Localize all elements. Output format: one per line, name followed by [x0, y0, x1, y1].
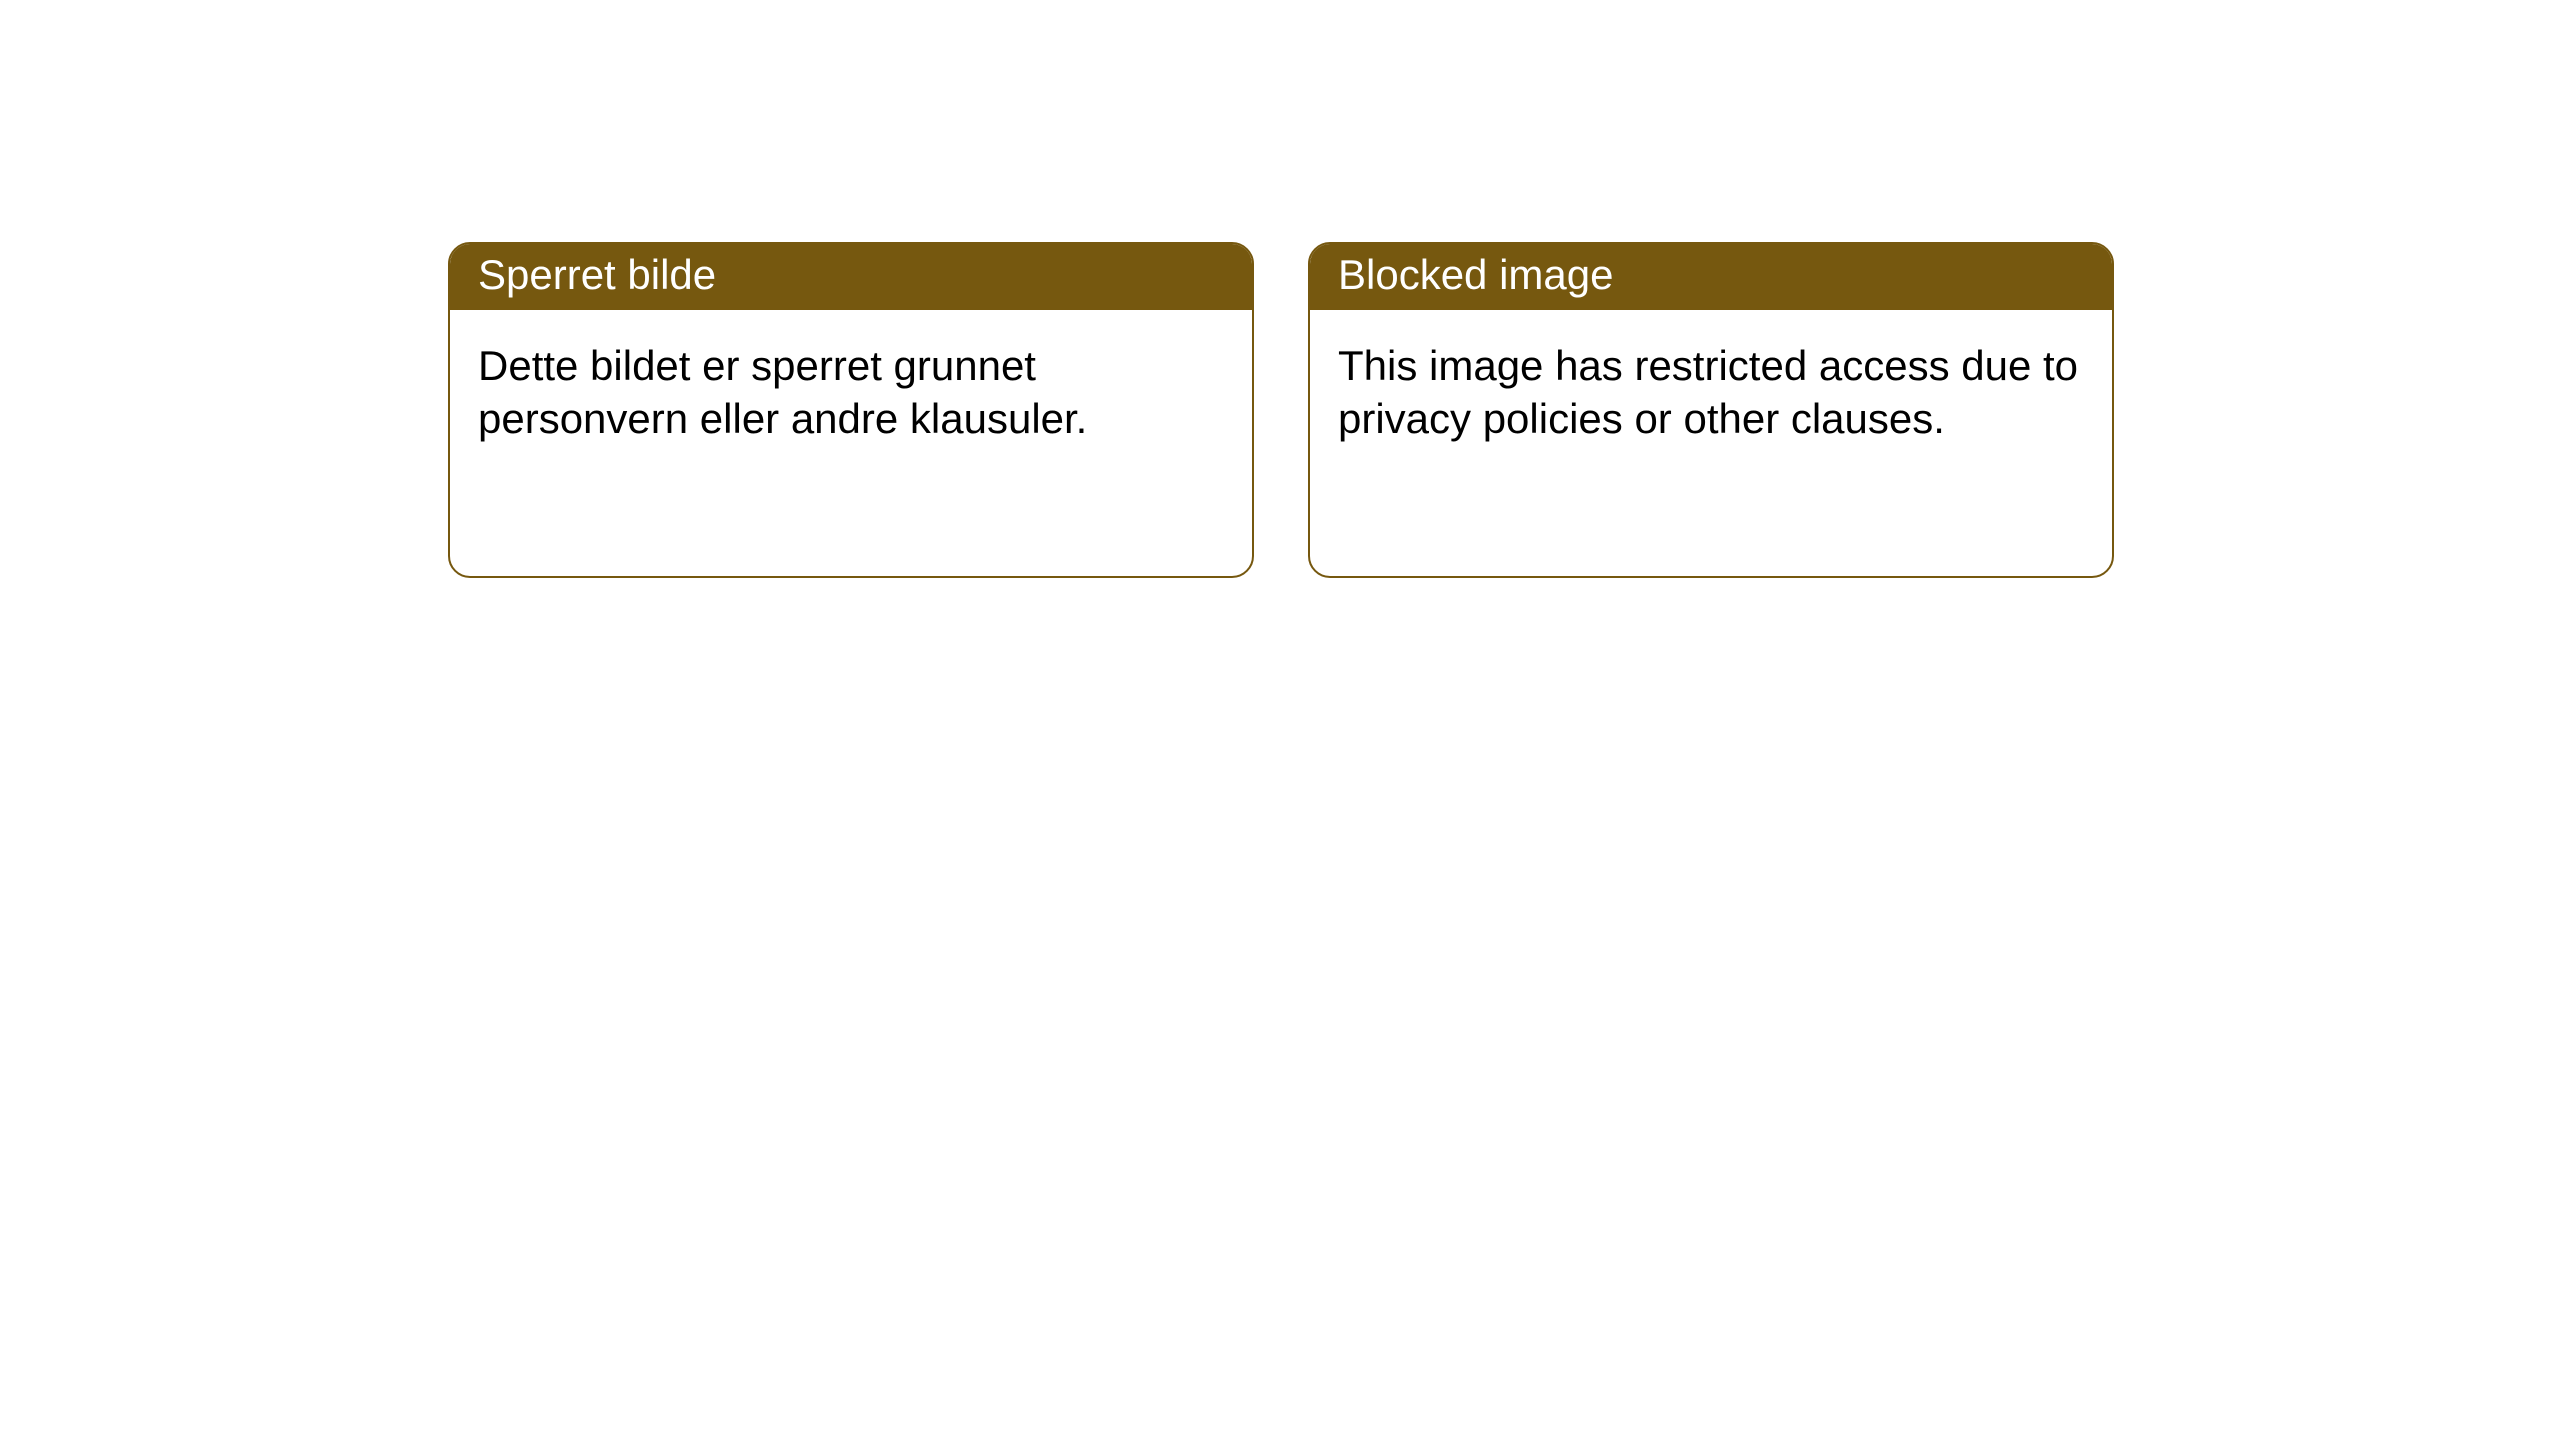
notice-header: Blocked image: [1310, 244, 2112, 310]
notice-message: This image has restricted access due to …: [1338, 342, 2078, 442]
notice-card-norwegian: Sperret bilde Dette bildet er sperret gr…: [448, 242, 1254, 578]
notice-header: Sperret bilde: [450, 244, 1252, 310]
notice-body: This image has restricted access due to …: [1310, 310, 2112, 475]
notice-title: Sperret bilde: [478, 251, 716, 298]
notice-body: Dette bildet er sperret grunnet personve…: [450, 310, 1252, 475]
notice-message: Dette bildet er sperret grunnet personve…: [478, 342, 1087, 442]
notice-title: Blocked image: [1338, 251, 1613, 298]
notice-card-english: Blocked image This image has restricted …: [1308, 242, 2114, 578]
notice-container: Sperret bilde Dette bildet er sperret gr…: [448, 242, 2114, 578]
